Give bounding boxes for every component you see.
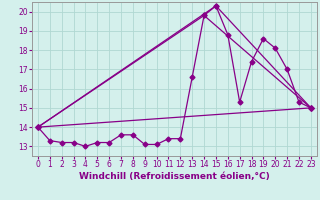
X-axis label: Windchill (Refroidissement éolien,°C): Windchill (Refroidissement éolien,°C) xyxy=(79,172,270,181)
